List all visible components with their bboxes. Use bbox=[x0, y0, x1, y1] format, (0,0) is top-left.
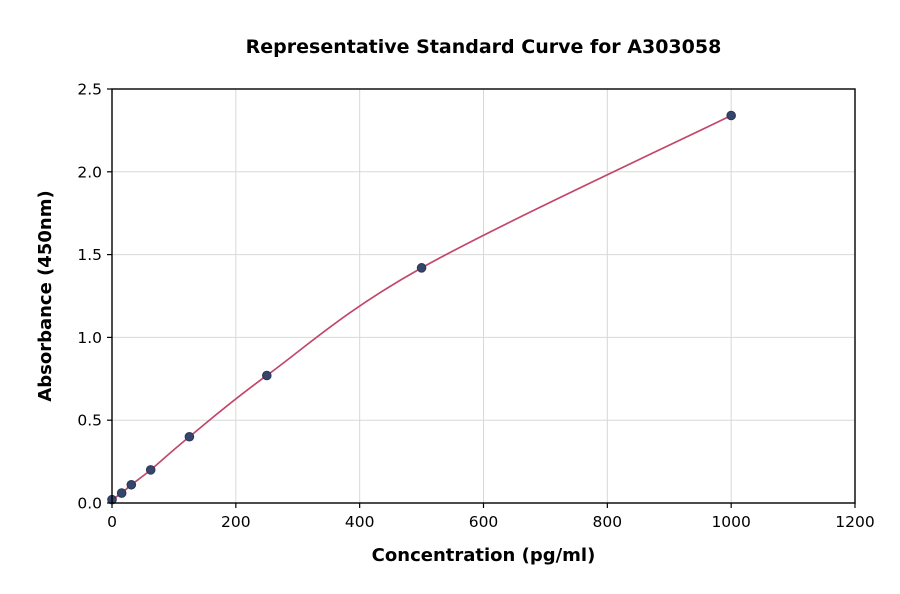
y-tick-label: 2.5 bbox=[77, 81, 102, 99]
data-point-marker bbox=[184, 431, 195, 442]
x-tick-label: 1000 bbox=[711, 513, 750, 531]
data-point-marker bbox=[145, 465, 156, 475]
x-tick-label: 1200 bbox=[835, 513, 874, 531]
data-points bbox=[107, 110, 736, 505]
y-tick-label: 1.0 bbox=[77, 329, 102, 347]
gridlines bbox=[111, 88, 856, 504]
tick-labels: 0 200 400 600 800 1000 1200 0.0 0.5 1.0 1.5 2.0 2.5 bbox=[77, 81, 874, 532]
x-tick-label: 400 bbox=[345, 513, 375, 531]
x-tick-label: 200 bbox=[221, 513, 251, 531]
y-tick-label: 2.0 bbox=[77, 163, 102, 181]
data-point-marker bbox=[126, 479, 137, 490]
data-point-marker bbox=[726, 110, 736, 121]
y-tick-label: 1.5 bbox=[77, 246, 102, 264]
data-point-marker bbox=[416, 263, 427, 273]
data-point-marker bbox=[261, 370, 272, 381]
y-tick-label: 0.5 bbox=[77, 412, 102, 430]
data-point-marker bbox=[116, 488, 127, 498]
curve-line bbox=[111, 114, 732, 501]
x-axis-label: Concentration (pg/ml) bbox=[371, 545, 596, 566]
chart-title: Representative Standard Curve for A30305… bbox=[245, 36, 722, 58]
x-tick-label: 600 bbox=[469, 513, 499, 531]
x-tick-label: 0 bbox=[107, 513, 117, 531]
y-tick-label: 0.0 bbox=[77, 495, 102, 513]
x-tick-label: 800 bbox=[593, 513, 623, 531]
